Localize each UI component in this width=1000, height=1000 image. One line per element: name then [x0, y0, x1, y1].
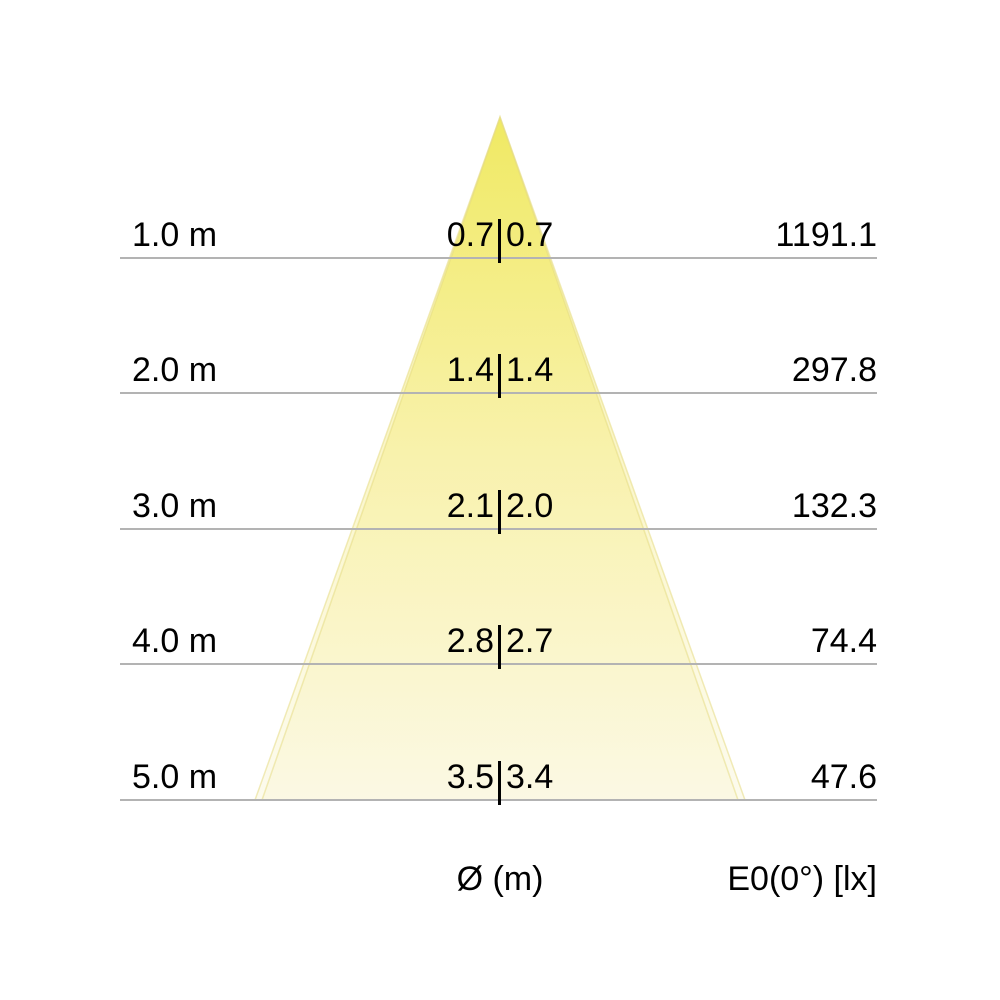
- illuminance-value: 132.3: [791, 487, 877, 525]
- distance-label: 5.0 m: [132, 758, 218, 796]
- diameter-axis-label: Ø (m): [456, 860, 544, 898]
- diameter-left-value: 2.8: [446, 622, 494, 660]
- illuminance-axis-label: E0(0°) [lx]: [727, 860, 877, 898]
- cone-inner-plane: [262, 117, 738, 800]
- distance-row-4m: 4.0 m 2.8 2.7 74.4: [0, 615, 1000, 675]
- distance-row-2m: 2.0 m 1.4 1.4 297.8: [0, 344, 1000, 404]
- diameter-right-value: 0.7: [506, 216, 554, 254]
- illuminance-value: 47.6: [810, 758, 877, 796]
- center-tick: [498, 354, 501, 398]
- diameter-left-value: 2.1: [446, 487, 494, 525]
- cone-inner-edge: [261, 114, 739, 801]
- distance-label: 1.0 m: [132, 216, 218, 254]
- illuminance-value: 74.4: [810, 622, 877, 660]
- illuminance-value: 297.8: [791, 351, 877, 389]
- footer-labels: Ø (m) E0(0°) [lx]: [0, 861, 1000, 905]
- diameter-left-value: 0.7: [446, 216, 494, 254]
- center-tick: [498, 761, 501, 805]
- distance-row-5m: 5.0 m 3.5 3.4 47.6: [0, 751, 1000, 811]
- distance-label: 2.0 m: [132, 351, 218, 389]
- distance-label: 4.0 m: [132, 622, 218, 660]
- diameter-right-value: 2.7: [506, 622, 554, 660]
- diameter-right-value: 2.0: [506, 487, 554, 525]
- illuminance-value: 1191.1: [775, 216, 877, 254]
- diameter-left-value: 3.5: [446, 758, 494, 796]
- diameter-right-value: 3.4: [506, 758, 554, 796]
- center-tick: [498, 219, 501, 263]
- diameter-left-value: 1.4: [446, 351, 494, 389]
- center-tick: [498, 625, 501, 669]
- distance-row-3m: 3.0 m 2.1 2.0 132.3: [0, 480, 1000, 540]
- diameter-right-value: 1.4: [506, 351, 554, 389]
- distance-label: 3.0 m: [132, 487, 218, 525]
- distance-row-1m: 1.0 m 0.7 0.7 1191.1: [0, 209, 1000, 269]
- center-tick: [498, 490, 501, 534]
